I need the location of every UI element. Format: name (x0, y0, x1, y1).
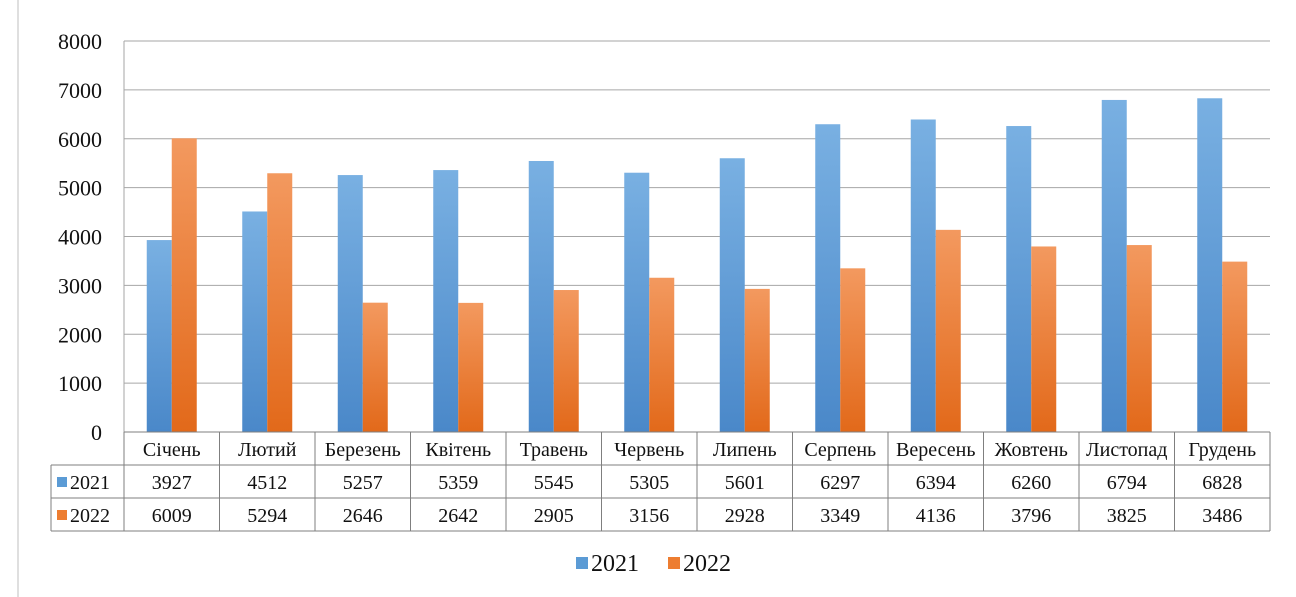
category-label: Травень (520, 439, 588, 461)
table-cell-value: 4512 (247, 472, 287, 494)
bar-2021-10 (1101, 99, 1127, 433)
category-label: Березень (325, 439, 401, 461)
category-label: Квітень (425, 439, 491, 461)
table-legend-key (57, 477, 67, 487)
table-cell-value: 5305 (629, 472, 669, 494)
category-label: Січень (143, 439, 201, 461)
table-series-label: 2022 (70, 505, 110, 527)
y-tick-label: 2000 (58, 322, 102, 347)
category-label: Вересень (896, 439, 975, 461)
bar-2021-0 (146, 240, 172, 432)
bar-2021-11 (1197, 98, 1223, 433)
bar-2022-6 (744, 288, 770, 432)
table-legend-key (57, 510, 67, 520)
bar-2022-1 (267, 173, 293, 433)
legend: 2021 2022 (576, 551, 731, 577)
table-cell-value: 5601 (725, 472, 765, 494)
legend-key-2021 (576, 557, 588, 569)
table-cell-value: 5294 (247, 505, 287, 527)
bar-2021-5 (624, 172, 650, 432)
bar-2022-3 (458, 302, 484, 432)
table-cell-value: 3796 (1011, 505, 1051, 527)
bar-2022-8 (935, 229, 961, 432)
y-axis-ticks: 0 1000 2000 3000 4000 5000 6000 7000 8000 (58, 29, 102, 445)
bar-2022-11 (1222, 261, 1248, 432)
category-label: Серпень (804, 439, 876, 461)
legend-label-2021: 2021 (591, 551, 639, 577)
y-tick-label: 6000 (58, 127, 102, 152)
table-cell-value: 2642 (438, 505, 478, 527)
bar-2022-9 (1031, 246, 1057, 432)
table-cell-value: 2905 (534, 505, 574, 527)
y-tick-label: 5000 (58, 176, 102, 201)
category-label: Грудень (1188, 439, 1256, 461)
y-tick-label: 1000 (58, 371, 102, 396)
table-cell-value: 3156 (629, 505, 669, 527)
y-tick-label: 3000 (58, 273, 102, 298)
legend-key-2022 (668, 557, 680, 569)
table-series-label: 2021 (70, 472, 110, 494)
table-cell-value: 6297 (820, 472, 860, 494)
y-tick-label: 8000 (58, 29, 102, 54)
legend-label-2022: 2022 (683, 551, 731, 577)
bar-2021-1 (242, 211, 268, 432)
category-label: Липень (713, 439, 777, 461)
bar-2021-4 (528, 160, 554, 432)
data-table: Січень Лютий Березень Квітень Травень Червень… (50, 431, 1271, 532)
bar-2022-5 (649, 277, 675, 432)
bars (146, 98, 1248, 433)
table-cell-value: 2646 (343, 505, 383, 527)
category-label: Жовтень (995, 439, 1068, 461)
bar-2021-9 (1006, 126, 1032, 432)
table-cell-value: 6260 (1011, 472, 1051, 494)
category-label: Листопад (1086, 439, 1167, 461)
table-cell-value: 5257 (343, 472, 383, 494)
table-cell-value: 5359 (438, 472, 478, 494)
bar-2021-3 (433, 170, 459, 433)
table-cell-value: 6794 (1107, 472, 1147, 494)
table-cell-value: 3486 (1202, 505, 1242, 527)
bar-2022-0 (171, 138, 197, 432)
bar-2022-7 (840, 268, 866, 432)
bar-2021-7 (815, 124, 841, 432)
bar-2021-6 (719, 158, 745, 432)
table-cell-value: 6828 (1202, 472, 1242, 494)
bar-2021-2 (337, 175, 363, 432)
table-cell-value: 6009 (152, 505, 192, 527)
y-tick-label: 7000 (58, 78, 102, 103)
category-label: Червень (614, 439, 684, 461)
table-cell-value: 3825 (1107, 505, 1147, 527)
table-cell-value: 3927 (152, 472, 192, 494)
table-cell-value: 4136 (916, 505, 956, 527)
y-tick-label: 0 (91, 420, 102, 445)
table-cell-value: 6394 (916, 472, 956, 494)
y-tick-label: 4000 (58, 225, 102, 250)
bar-2022-2 (362, 302, 388, 432)
bar-2022-4 (553, 290, 579, 432)
table-cell-value: 5545 (534, 472, 574, 494)
category-label: Лютий (238, 439, 297, 461)
table-cell-value: 2928 (725, 505, 765, 527)
bar-2021-8 (910, 119, 936, 432)
grid-lines (123, 40, 1270, 432)
table-cell-value: 3349 (820, 505, 860, 527)
bar-2022-10 (1126, 245, 1152, 432)
